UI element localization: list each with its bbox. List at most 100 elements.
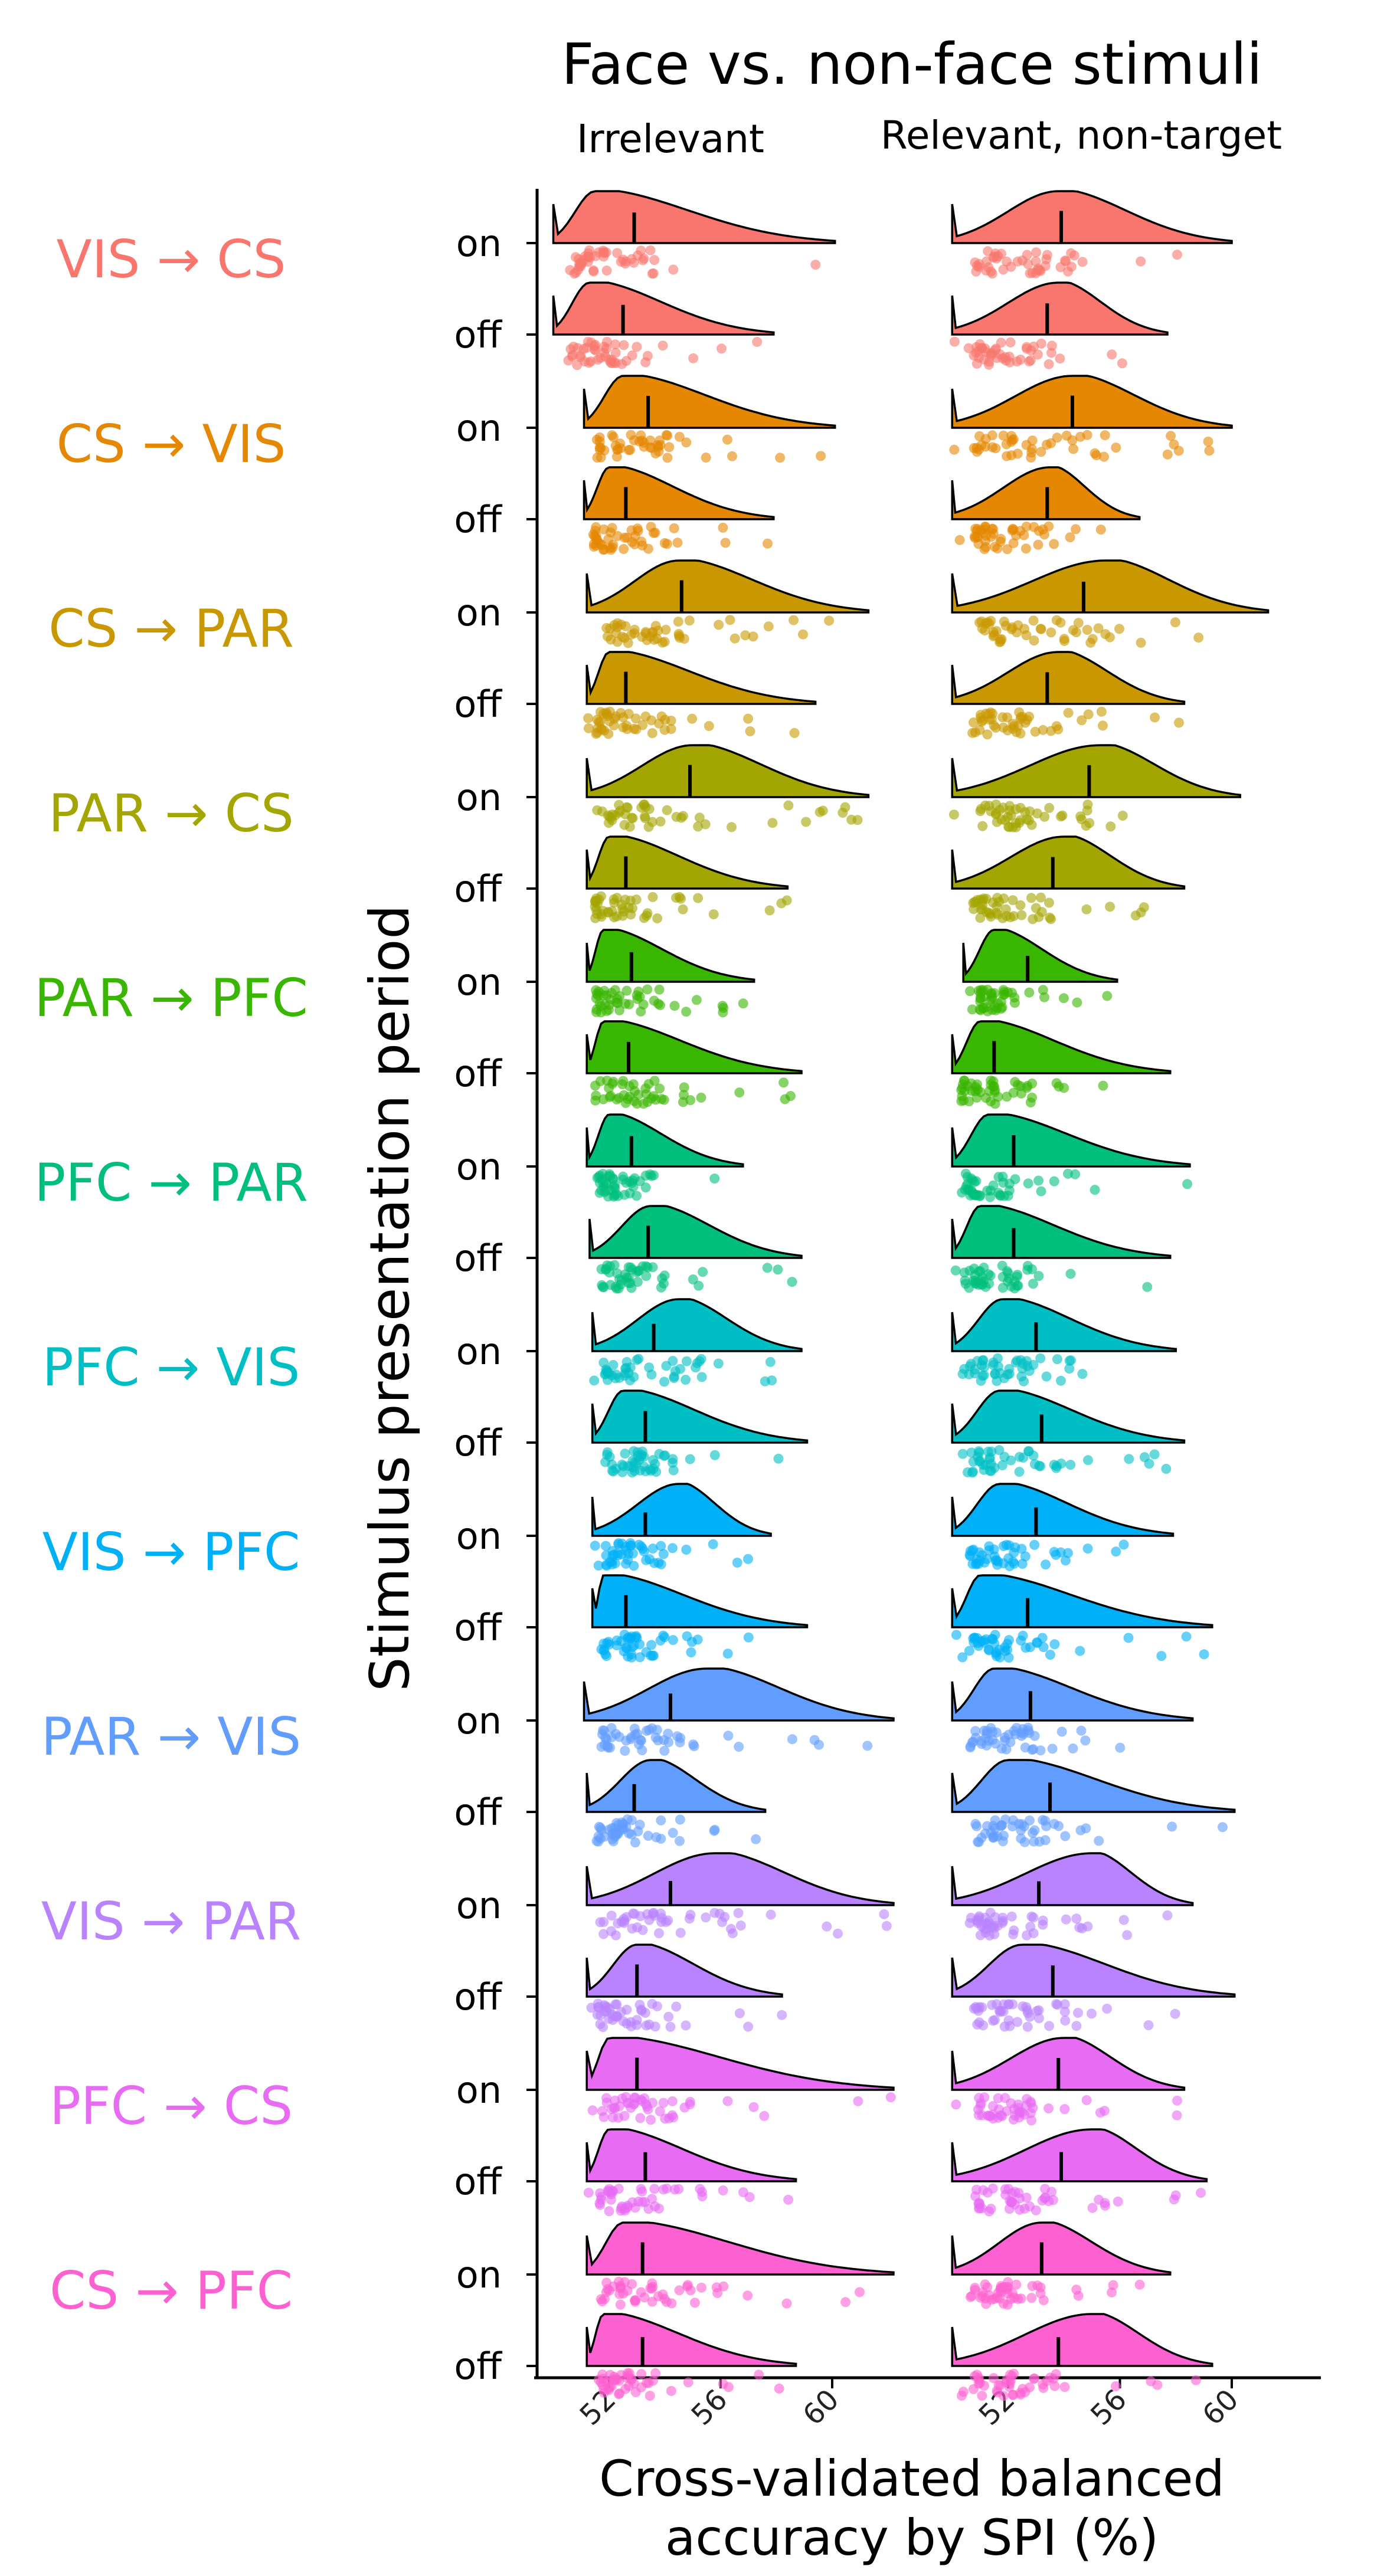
density-cloud (585, 2221, 895, 2276)
rain-point (1070, 1169, 1081, 1179)
rain-point (977, 821, 988, 831)
rain-point (675, 1928, 686, 1938)
rain-point (1065, 1269, 1076, 1279)
rain-point (708, 1539, 718, 1549)
rain-point (998, 1558, 1009, 1569)
rain-point (1028, 914, 1038, 925)
rain-point (989, 2293, 1000, 2304)
rain-point (1000, 904, 1011, 915)
rain-point (1098, 1080, 1108, 1091)
rain-point (590, 913, 601, 923)
rain-point (954, 535, 965, 545)
rain-point (718, 1007, 728, 1018)
density-cloud (583, 1667, 895, 1722)
rain-point (1144, 1459, 1154, 1469)
rain-point (1036, 907, 1047, 917)
rain-point (970, 533, 980, 543)
rain-point (632, 1355, 642, 1365)
rain-point (629, 624, 640, 635)
rain-point (1022, 715, 1032, 725)
rain-point (1045, 1650, 1055, 1660)
rain-point (648, 1464, 659, 1474)
rain-point (685, 1454, 695, 1464)
rain-point (969, 350, 979, 360)
rain-point (1000, 2093, 1010, 2103)
rain-point (979, 354, 990, 365)
rain-point (966, 1086, 977, 1096)
rain-point (789, 615, 799, 625)
density-cloud (951, 835, 1186, 890)
rain-point (652, 1725, 662, 1735)
rain-point (639, 1546, 649, 1556)
rain-point (1162, 449, 1173, 460)
rain-point (885, 2092, 896, 2103)
rain-point (583, 713, 594, 723)
rain-point (601, 266, 612, 276)
rain-point (948, 809, 959, 820)
rain-point (1044, 897, 1054, 908)
rain-point (951, 2099, 961, 2110)
rain-point (663, 2011, 674, 2022)
rain-point (743, 2021, 754, 2032)
rain-point (727, 451, 737, 461)
rain-point (838, 808, 848, 818)
rain-point (673, 617, 683, 627)
x-axis-label-line1: Cross-validated balanced (599, 2450, 1225, 2508)
rain-point (618, 1174, 629, 1185)
rain-point (693, 893, 704, 903)
rain-point (644, 1725, 655, 1735)
rain-point (630, 530, 640, 541)
rain-point (591, 993, 601, 1004)
rain-point (646, 1369, 657, 1380)
rain-point (708, 909, 719, 920)
rain-point (694, 812, 705, 823)
rain-point (985, 1466, 995, 1476)
rain-point (1043, 2103, 1054, 2113)
rain-point (718, 522, 728, 533)
rain-point (1170, 2190, 1181, 2201)
rain-point (738, 998, 748, 1009)
density-cloud (585, 1020, 803, 1074)
period-label: on (456, 1884, 502, 1927)
rain-point (991, 799, 1002, 809)
rain-point (619, 532, 630, 543)
rain-point (1114, 624, 1124, 634)
rain-point (593, 898, 603, 909)
rain-point (1041, 1559, 1051, 1570)
rain-point (679, 1082, 689, 1093)
rain-point (814, 807, 825, 817)
rain-point (666, 724, 676, 735)
rain-point (1071, 524, 1081, 535)
rain-point (1071, 2285, 1082, 2295)
rain-point (1024, 356, 1035, 367)
rain-point (616, 899, 627, 910)
rain-point (1063, 1168, 1073, 1179)
rain-point (594, 1821, 604, 1832)
rain-point (1026, 2115, 1037, 2126)
rain-point (1059, 255, 1070, 266)
rain-point (765, 1909, 776, 1920)
rain-point (600, 1457, 611, 1467)
rain-point (658, 2184, 669, 2195)
rain-point (1193, 632, 1204, 643)
density-cloud (591, 1483, 772, 1537)
rain-point (610, 985, 620, 995)
rain-point (978, 1460, 989, 1470)
rain-point (658, 2097, 669, 2108)
rain-point (629, 257, 639, 268)
rain-point (709, 1908, 720, 1918)
rain-point (979, 2092, 990, 2103)
rain-point (1095, 525, 1106, 535)
rain-point (632, 1277, 643, 1287)
rain-point (601, 1368, 611, 1379)
rain-point (629, 435, 639, 445)
density-cloud (583, 466, 775, 520)
rain-point (1006, 437, 1016, 447)
rain-point (1010, 818, 1021, 828)
period-label: off (454, 498, 502, 541)
rain-point (1038, 1915, 1048, 1926)
group-label: CS → VIS (57, 414, 286, 474)
rain-point (969, 2384, 979, 2394)
rain-point (1049, 1176, 1059, 1187)
rain-point (1167, 1821, 1177, 1832)
